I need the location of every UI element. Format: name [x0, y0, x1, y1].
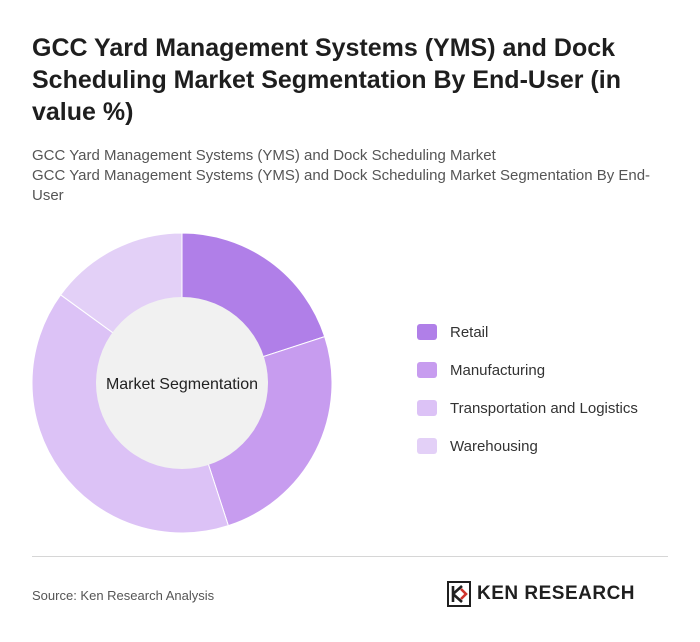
legend-item: Transportation and Logistics: [417, 389, 638, 427]
legend-swatch: [417, 400, 437, 416]
donut-chart: Market Segmentation: [31, 232, 333, 534]
legend-item: Manufacturing: [417, 351, 638, 389]
legend-swatch: [417, 324, 437, 340]
legend-label: Transportation and Logistics: [450, 399, 638, 417]
legend-item: Warehousing: [417, 427, 638, 465]
chart-legend: Retail Manufacturing Transportation and Lo…: [417, 313, 638, 465]
chart-subtitle: GCC Yard Management Systems (YMS) and Do…: [32, 146, 672, 206]
chart-title: GCC Yard Management Systems (YMS) and Do…: [32, 34, 621, 126]
subtitle-line-2: GCC Yard Management Systems (YMS) and Do…: [32, 167, 651, 204]
legend-label: Manufacturing: [450, 361, 546, 379]
subtitle-line-1: GCC Yard Management Systems (YMS) and Do…: [32, 147, 496, 164]
legend-label: Warehousing: [450, 437, 538, 455]
legend-label: Retail: [450, 323, 489, 341]
donut-center: [96, 297, 268, 469]
source-note: Source: Ken Research Analysis: [32, 588, 215, 603]
footer-divider: [32, 556, 668, 557]
brand-logo: KEN RESEARCH: [447, 581, 635, 607]
donut-center-label: Market Segmentation: [106, 376, 258, 393]
brand-name: KEN RESEARCH: [477, 583, 636, 604]
legend-item: Retail: [417, 313, 638, 351]
ken-research-logo-icon: [447, 581, 471, 607]
legend-swatch: [417, 362, 437, 378]
legend-swatch: [417, 438, 437, 454]
